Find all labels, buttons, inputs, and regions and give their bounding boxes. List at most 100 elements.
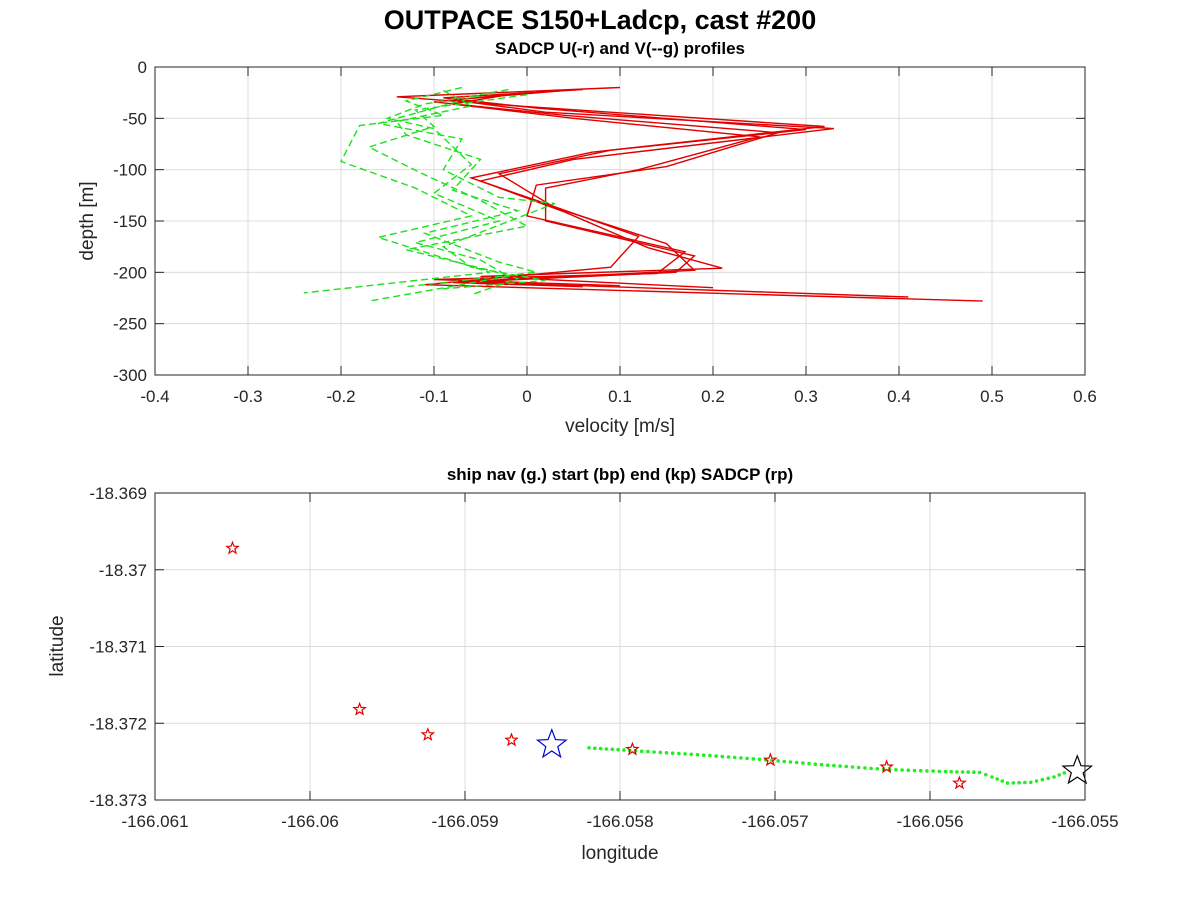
sadcp-point-star bbox=[625, 741, 640, 756]
ship-nav-point bbox=[683, 752, 687, 756]
ship-nav-point bbox=[863, 766, 867, 770]
chart1-x-tick-label: -0.4 bbox=[140, 387, 169, 406]
ship-nav-point bbox=[1040, 777, 1045, 782]
ship-nav-point bbox=[782, 759, 787, 764]
ship-nav-point bbox=[776, 759, 780, 763]
chart1-x-tick-label: -0.2 bbox=[326, 387, 355, 406]
ship-nav-chart: ship nav (g.) start (bp) end (kp) SADCP … bbox=[47, 465, 1119, 864]
ship-nav-point bbox=[1023, 780, 1027, 785]
ship-nav-point bbox=[604, 747, 609, 751]
ship-nav-point bbox=[844, 764, 849, 769]
ship-nav-point bbox=[794, 760, 799, 765]
chart2-x-tick-label: -166.061 bbox=[121, 812, 188, 831]
ship-nav-point bbox=[639, 749, 644, 754]
ship-nav-point bbox=[677, 751, 681, 756]
ship-nav-point bbox=[1046, 776, 1050, 781]
chart1-x-tick-label: -0.3 bbox=[233, 387, 262, 406]
velocity-profile-chart: SADCP U(-r) and V(--g) profiles -0.4 -0.3… bbox=[77, 39, 1097, 437]
sadcp-point-star bbox=[225, 540, 240, 555]
v-profile-line-6 bbox=[368, 88, 511, 302]
v-profile-line-5 bbox=[303, 86, 491, 294]
chart2-y-tick-label: -18.371 bbox=[89, 638, 147, 657]
figure-title: OUTPACE S150+Ladcp, cast #200 bbox=[384, 5, 816, 35]
chart2-y-tick-label: -18.37 bbox=[99, 561, 147, 580]
ship-nav-point bbox=[695, 752, 700, 757]
ship-nav-point bbox=[1052, 775, 1056, 779]
chart2-x-tick-label: -166.056 bbox=[896, 812, 963, 831]
u-profile-line-2 bbox=[452, 89, 834, 289]
ship-nav-point bbox=[751, 757, 756, 761]
chart2-y-tick-label: -18.369 bbox=[89, 484, 147, 503]
chart1-x-axis-label: velocity [m/s] bbox=[565, 416, 675, 437]
ship-nav-point bbox=[977, 770, 982, 775]
chart1-x-tick-label: 0.3 bbox=[794, 387, 818, 406]
ship-nav-point bbox=[1029, 780, 1033, 785]
chart1-series-group bbox=[303, 86, 983, 302]
ship-nav-point bbox=[622, 748, 626, 752]
chart1-x-tick-label: 0.4 bbox=[887, 387, 911, 406]
ship-nav-point bbox=[732, 755, 737, 760]
chart1-y-tick-label: -250 bbox=[113, 315, 147, 334]
ship-nav-point bbox=[757, 757, 762, 762]
ship-nav-point bbox=[720, 754, 725, 759]
ship-nav-point bbox=[894, 768, 898, 772]
chart1-x-tick-label: 0.1 bbox=[608, 387, 632, 406]
chart2-series-group bbox=[225, 540, 1094, 790]
ship-nav-point bbox=[931, 769, 935, 773]
chart1-ticks: -0.4 -0.3 -0.2 -0.1 0 0.1 0.2 0.3 0.4 0.5 0.6 0 -50 -… bbox=[113, 58, 1097, 406]
chart2-title: ship nav (g.) start (bp) end (kp) SADCP … bbox=[447, 465, 793, 484]
ship-nav-point bbox=[701, 753, 706, 757]
ship-nav-point bbox=[912, 768, 917, 773]
u-profile-line-3 bbox=[433, 92, 779, 287]
chart1-y-tick-label: -150 bbox=[113, 212, 147, 231]
chart1-x-tick-label: 0.6 bbox=[1073, 387, 1097, 406]
chart2-ticks: -166.061 -166.06 -166.059 -166.058 -166.057 -… bbox=[89, 484, 1118, 831]
start-marker-star bbox=[535, 727, 568, 759]
ship-nav-point bbox=[995, 777, 999, 781]
ship-nav-point bbox=[960, 770, 965, 774]
sadcp-point-star bbox=[420, 727, 436, 741]
chart2-x-tick-label: -166.055 bbox=[1051, 812, 1118, 831]
ship-nav-point bbox=[670, 751, 675, 755]
u-profile-line-4 bbox=[452, 94, 760, 288]
ship-nav-point bbox=[616, 747, 620, 752]
ship-nav-point bbox=[1057, 773, 1061, 777]
ship-nav-point bbox=[739, 756, 743, 760]
ship-nav-point bbox=[807, 761, 811, 766]
chart1-y-tick-label: -300 bbox=[113, 366, 147, 385]
chart2-x-tick-label: -166.059 bbox=[431, 812, 498, 831]
sadcp-point-star bbox=[762, 752, 778, 767]
end-marker-star bbox=[1061, 754, 1094, 785]
ship-nav-point bbox=[646, 749, 650, 754]
chart1-grid bbox=[154, 66, 1086, 376]
ship-nav-point bbox=[1011, 781, 1016, 785]
ship-nav-point bbox=[925, 769, 929, 773]
chart1-x-tick-label: 0.2 bbox=[701, 387, 725, 406]
ship-nav-point bbox=[819, 762, 824, 767]
ship-nav-point bbox=[900, 768, 904, 772]
ship-nav-point bbox=[838, 764, 842, 768]
ship-nav-point bbox=[850, 765, 855, 769]
ship-nav-point bbox=[943, 769, 948, 774]
chart1-y-tick-label: -200 bbox=[113, 263, 147, 282]
ship-nav-point bbox=[689, 752, 694, 757]
sadcp-point-star bbox=[879, 759, 894, 774]
sadcp-point-star bbox=[952, 775, 967, 790]
ship-nav-point bbox=[664, 751, 669, 755]
ship-nav-point bbox=[966, 770, 970, 774]
ship-nav-point bbox=[1005, 781, 1010, 785]
ship-nav-point bbox=[726, 755, 731, 759]
ship-nav-point bbox=[825, 763, 830, 767]
chart2-x-tick-label: -166.06 bbox=[281, 812, 339, 831]
chart1-y-tick-label: -50 bbox=[122, 109, 147, 128]
ship-nav-point bbox=[658, 750, 663, 755]
ship-nav-point bbox=[984, 772, 988, 777]
ship-nav-point bbox=[593, 746, 597, 750]
chart1-x-tick-label: -0.1 bbox=[419, 387, 448, 406]
sadcp-point-star bbox=[352, 701, 367, 716]
ship-nav-point bbox=[801, 761, 805, 765]
ship-nav-point bbox=[587, 746, 591, 750]
chart2-x-tick-label: -166.058 bbox=[586, 812, 653, 831]
ship-nav-point bbox=[955, 770, 959, 774]
